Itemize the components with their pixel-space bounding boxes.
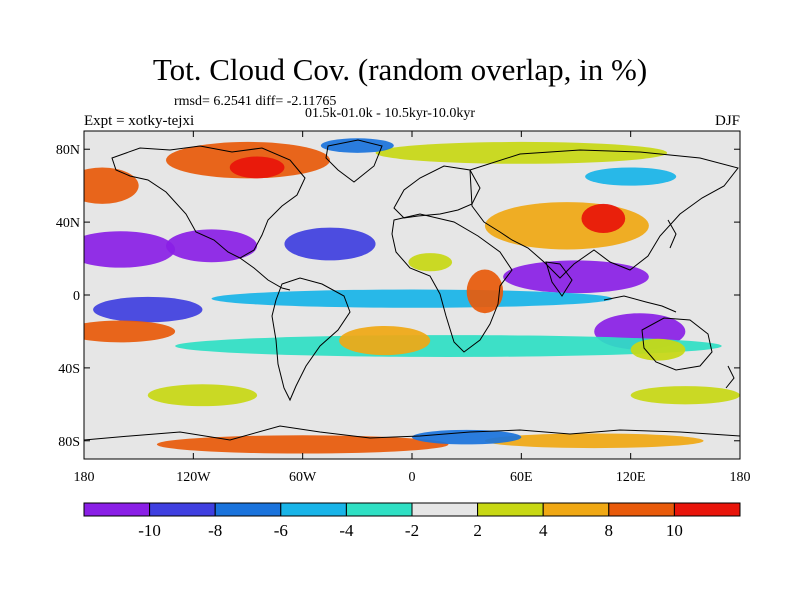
colorbar-box xyxy=(608,502,675,517)
colorbar: -10 -8 -6 -4 -2 2 4 8 10 xyxy=(83,502,741,540)
x-axis: 180 120W 60W 0 60E 120E 180 xyxy=(74,131,751,485)
x-tick-label: 0 xyxy=(409,470,416,485)
feature-east-africa-increase xyxy=(466,269,504,314)
europe-coastline xyxy=(393,165,481,219)
feature-west-pacific-increase xyxy=(84,320,176,343)
y-tick-label: 40S xyxy=(58,362,80,377)
colorbar-box xyxy=(477,502,544,517)
chart-title: Tot. Cloud Cov. (random overlap, in %) xyxy=(152,52,648,87)
feature-north-pacific-decrease xyxy=(84,231,176,268)
feature-australia-increase xyxy=(630,338,686,361)
japan-coastline xyxy=(667,219,677,249)
x-tick-label: 60W xyxy=(289,470,317,485)
feature-china-increase xyxy=(581,203,626,234)
x-tick-label: 180 xyxy=(74,470,95,485)
feature-southern-ocean-increase xyxy=(630,386,740,405)
x-tick-label: 180 xyxy=(730,470,751,485)
colorbar-box xyxy=(280,502,347,517)
africa-coastline xyxy=(391,213,513,353)
period-text: 01.5k-01.0k - 10.5kyr-10.0kyr xyxy=(305,106,476,121)
colorbar-label: -10 xyxy=(138,521,161,540)
feature-central-pacific-decrease xyxy=(166,229,258,263)
colorbar-box xyxy=(542,502,610,517)
south-america-coastline xyxy=(271,277,351,402)
colorbar-box xyxy=(345,502,413,517)
y-axis: 80N 40N 0 40S 80S xyxy=(56,143,740,450)
north-america-coastline xyxy=(111,145,306,259)
colorbar-label: 2 xyxy=(473,521,482,540)
feature-south-pacific-increase xyxy=(147,384,258,407)
colorbar-box xyxy=(149,502,216,517)
australia-coastline xyxy=(641,317,713,371)
y-tick-label: 0 xyxy=(73,289,80,304)
colorbar-box xyxy=(411,502,479,517)
x-tick-label: 120E xyxy=(616,470,646,485)
colorbar-label: -8 xyxy=(208,521,222,540)
new-zealand-coastline xyxy=(725,365,735,389)
coastlines xyxy=(84,139,740,441)
feature-asia-increase xyxy=(484,202,649,250)
asia-coastline xyxy=(469,149,739,279)
feature-antarctic-increase-2 xyxy=(484,433,704,449)
feature-south-pacific-decrease xyxy=(93,296,203,323)
indonesia-coastline xyxy=(603,295,677,313)
feature-antarctic-increase xyxy=(156,435,449,454)
feature-siberia-decrease xyxy=(585,167,677,186)
colorbar-label: 10 xyxy=(666,521,683,540)
experiment-label: Expt = xotky-tejxi xyxy=(84,113,195,129)
colorbar-box xyxy=(673,502,741,517)
anomaly-features xyxy=(84,138,740,454)
x-tick-label: 120W xyxy=(176,470,211,485)
feature-north-pacific-increase xyxy=(84,167,139,204)
central-america-coastline xyxy=(239,257,291,291)
india-coastline xyxy=(545,261,573,297)
feature-sahara-increase xyxy=(408,253,453,272)
greenland-coastline xyxy=(325,139,383,183)
feature-canada-peak xyxy=(229,156,285,179)
feature-indian-ocean-decrease xyxy=(503,260,649,294)
colorbar-box xyxy=(214,502,282,517)
feature-arctic-decrease xyxy=(320,138,394,153)
colorbar-label: 8 xyxy=(605,521,614,540)
colorbar-label: -4 xyxy=(339,521,354,540)
feature-north-atlantic-decrease xyxy=(284,227,376,261)
stats-text: rmsd= 6.2541 diff= -2.11765 xyxy=(174,94,337,109)
colorbar-label: -6 xyxy=(274,521,288,540)
feature-southern-band-decrease xyxy=(175,335,722,357)
antarctica-coastline xyxy=(84,425,740,441)
y-tick-label: 80S xyxy=(58,435,80,450)
colorbar-label: -2 xyxy=(405,521,419,540)
y-tick-label: 80N xyxy=(56,143,80,158)
colorbar-label: 4 xyxy=(539,521,548,540)
feature-south-atlantic-increase xyxy=(339,325,431,356)
y-tick-label: 40N xyxy=(56,216,80,231)
x-tick-label: 60E xyxy=(510,470,533,485)
plot-area xyxy=(84,131,740,459)
feature-eurasia-arctic-increase xyxy=(375,141,668,164)
colorbar-box xyxy=(83,502,151,517)
feature-antarctic-decrease xyxy=(412,429,522,445)
season-label: DJF xyxy=(714,113,740,129)
feature-tropical-band-decrease xyxy=(211,289,613,308)
